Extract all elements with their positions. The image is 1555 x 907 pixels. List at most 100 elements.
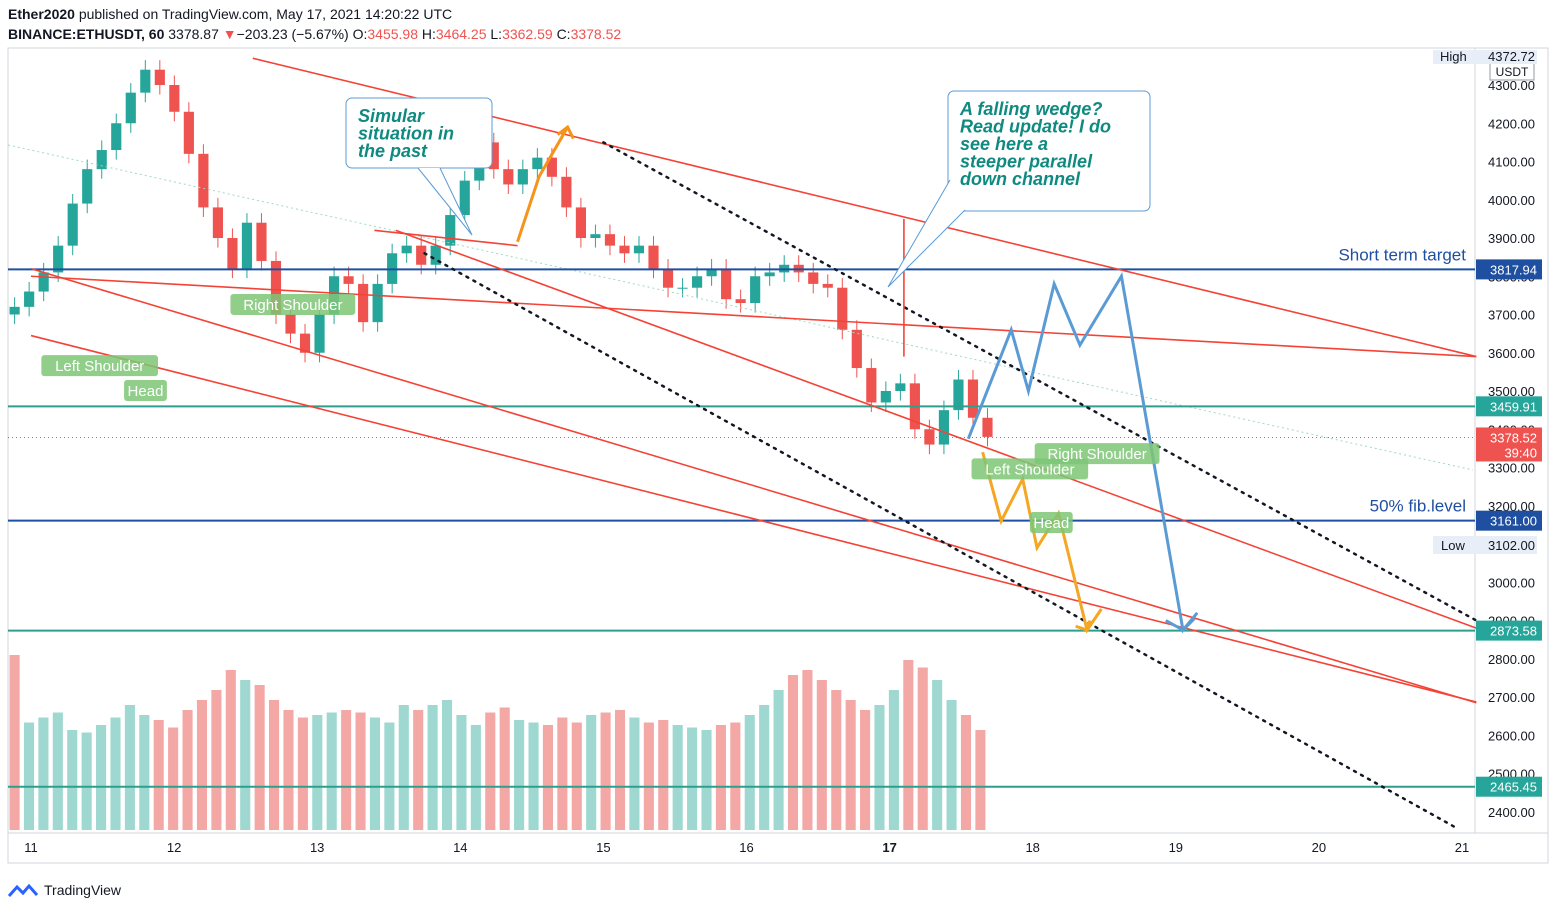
- volume-bar: [326, 712, 337, 830]
- volume-bar: [427, 705, 438, 830]
- time-tick-label: 18: [1025, 840, 1039, 855]
- candle-body: [924, 429, 935, 445]
- time-tick-label: 13: [310, 840, 324, 855]
- candle-body: [895, 383, 906, 391]
- price-tag-value: 3161.00: [1490, 514, 1537, 529]
- candle-body: [982, 417, 993, 437]
- volume-bar: [499, 707, 510, 830]
- price-tag: [1476, 510, 1542, 531]
- volume-bar: [687, 727, 698, 830]
- candle-body: [256, 222, 267, 261]
- volume-bar: [225, 670, 236, 830]
- volume-bar: [643, 722, 654, 830]
- candle-body: [111, 123, 122, 151]
- candle-body: [198, 153, 209, 208]
- price-tag: [1476, 776, 1542, 797]
- candle-body: [953, 379, 964, 411]
- volume-bar: [903, 660, 914, 830]
- candle-body: [880, 391, 891, 403]
- candle-body: [967, 379, 979, 418]
- low-label: L:: [490, 26, 503, 42]
- candle-body: [532, 157, 543, 170]
- volume-bar: [297, 717, 308, 830]
- price-tag: [1476, 620, 1542, 641]
- volume-bar: [67, 730, 78, 830]
- author-name[interactable]: Ether2020: [8, 6, 75, 22]
- volume-bar: [932, 680, 943, 830]
- volume-bar: [341, 710, 352, 830]
- past-move-arrow: [516, 126, 569, 243]
- volume-bar: [831, 690, 842, 830]
- low-badge: [1433, 536, 1537, 554]
- volume-bar: [485, 712, 496, 830]
- candle-body: [227, 238, 238, 269]
- candle-body: [691, 276, 703, 288]
- volume-bar: [557, 717, 568, 830]
- fib-level-label: 50% fib.level: [1370, 497, 1466, 516]
- volume-bar: [600, 712, 611, 830]
- time-tick-label: 12: [167, 840, 181, 855]
- price-tick-label: 4300.00: [1488, 78, 1535, 93]
- short-term-target-label: Short term target: [1338, 245, 1466, 264]
- price-tick-label: 3900.00: [1488, 231, 1535, 246]
- price-change: −203.23 (−5.67%): [236, 26, 349, 42]
- volume-bar: [312, 715, 323, 830]
- candle-body: [241, 222, 253, 269]
- volume-bars: [9, 655, 986, 830]
- volume-bar: [744, 715, 755, 830]
- price-tick-label: 4000.00: [1488, 193, 1535, 208]
- callout-pointer: [887, 179, 966, 288]
- candle-body: [430, 245, 441, 265]
- candle-body: [866, 368, 877, 403]
- time-tick-label: 19: [1169, 840, 1183, 855]
- volume-bar: [802, 670, 813, 830]
- callout-text: steeper parallel: [960, 152, 1093, 172]
- volume-bar: [528, 722, 539, 830]
- volume-bar: [196, 700, 208, 830]
- candle-body: [9, 306, 20, 315]
- candle-body: [154, 69, 165, 85]
- price-tag-value: 3817.94: [1490, 262, 1537, 277]
- candle-body: [24, 291, 35, 307]
- time-tick-label: 14: [453, 840, 467, 855]
- volume-bar: [211, 690, 222, 830]
- high-label: High: [1440, 49, 1467, 64]
- candle-body: [96, 150, 107, 170]
- time-tick-label: 20: [1312, 840, 1326, 855]
- volume-bar: [240, 680, 251, 830]
- volume-bar: [398, 705, 409, 830]
- pattern-label-box: [1029, 511, 1073, 533]
- candle-body: [808, 272, 819, 284]
- candle-body: [445, 215, 456, 246]
- price-tick-label: 4100.00: [1488, 155, 1535, 170]
- callout-text: situation in: [358, 124, 454, 144]
- dotted-trend-line: [423, 252, 1457, 829]
- candle-body: [662, 268, 674, 288]
- bearish-projection-arrowhead: [1075, 620, 1092, 632]
- chart-header: Ether2020 published on TradingView.com, …: [8, 4, 1548, 44]
- change-arrow: ▼: [222, 26, 237, 42]
- volume-bar: [816, 680, 827, 830]
- volume-bar: [96, 725, 107, 830]
- candle-body: [183, 111, 194, 154]
- pattern-label-box: [41, 355, 158, 377]
- volume-bar: [441, 700, 453, 830]
- low-value: 3102.00: [1488, 538, 1535, 553]
- candle-body: [721, 268, 732, 300]
- volume-bar: [38, 717, 49, 830]
- candle-body: [648, 245, 659, 269]
- candle-body: [416, 245, 427, 265]
- time-tick-label: 15: [596, 840, 610, 855]
- volume-bar: [845, 700, 856, 830]
- price-tick-label: 2700.00: [1488, 690, 1535, 705]
- price-tick-label: 3600.00: [1488, 346, 1535, 361]
- volume-bar: [773, 690, 784, 830]
- candle-body: [343, 276, 354, 284]
- candle-body: [677, 287, 688, 289]
- volume-bar: [269, 700, 280, 830]
- candle-body: [125, 92, 136, 124]
- brand-name[interactable]: TradingView: [44, 882, 122, 898]
- annotations: Short term target 50% fib.level Left Shoul…: [41, 90, 1466, 533]
- candle-body: [590, 234, 601, 238]
